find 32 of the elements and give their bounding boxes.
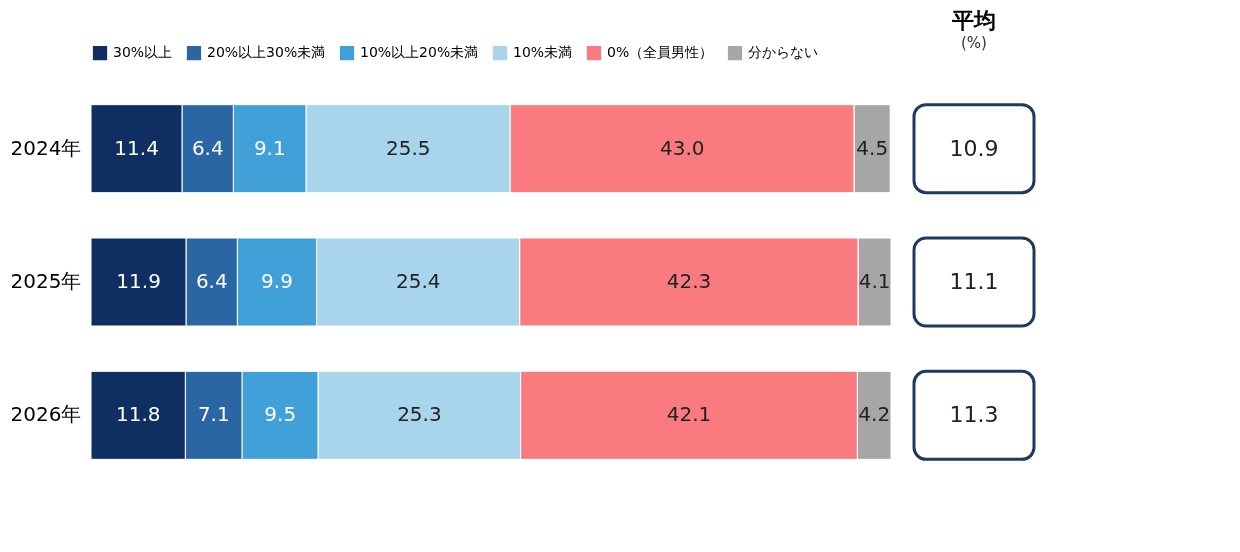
data-label: 25.5	[385, 135, 431, 160]
data-label: 7.1	[197, 402, 230, 427]
data-label: 9.1	[253, 135, 286, 160]
data-label: 9.5	[264, 402, 297, 427]
legend-label: 分からない	[748, 44, 818, 61]
data-label: 11.8	[115, 402, 161, 427]
y-tick-label: 2025年	[10, 269, 82, 293]
data-label: 6.4	[191, 135, 224, 160]
data-label: 4.2	[858, 402, 891, 427]
data-label: 9.9	[261, 269, 293, 293]
text: (%)	[961, 34, 987, 52]
legend-label: 10%以上20%未満	[360, 44, 479, 61]
data-label: 42.1	[666, 402, 712, 427]
data-label: 25.3	[397, 402, 442, 427]
data-label: 4.1	[858, 269, 891, 293]
data-label: 11.1	[949, 269, 999, 294]
data-label: 25.4	[395, 269, 441, 293]
data-label: 6.4	[195, 269, 228, 293]
legend-label: 10%未満	[513, 44, 573, 61]
data-label: 11.3	[949, 402, 999, 428]
data-label: 10.9	[949, 135, 999, 161]
data-label: 43.0	[659, 135, 705, 160]
data-label: 42.3	[666, 269, 712, 293]
data-label: 4.5	[856, 135, 889, 160]
y-tick-label: 2026年	[10, 402, 82, 427]
y-tick-label: 2024年	[10, 135, 82, 160]
data-label: 11.9	[116, 269, 161, 293]
text: 平均	[951, 8, 996, 33]
legend-label: 20%以上30%未満	[207, 44, 326, 61]
legend-label: 0%（全員男性）	[607, 44, 714, 61]
legend-label: 30%以上	[113, 44, 173, 61]
data-label: 11.4	[114, 135, 159, 160]
